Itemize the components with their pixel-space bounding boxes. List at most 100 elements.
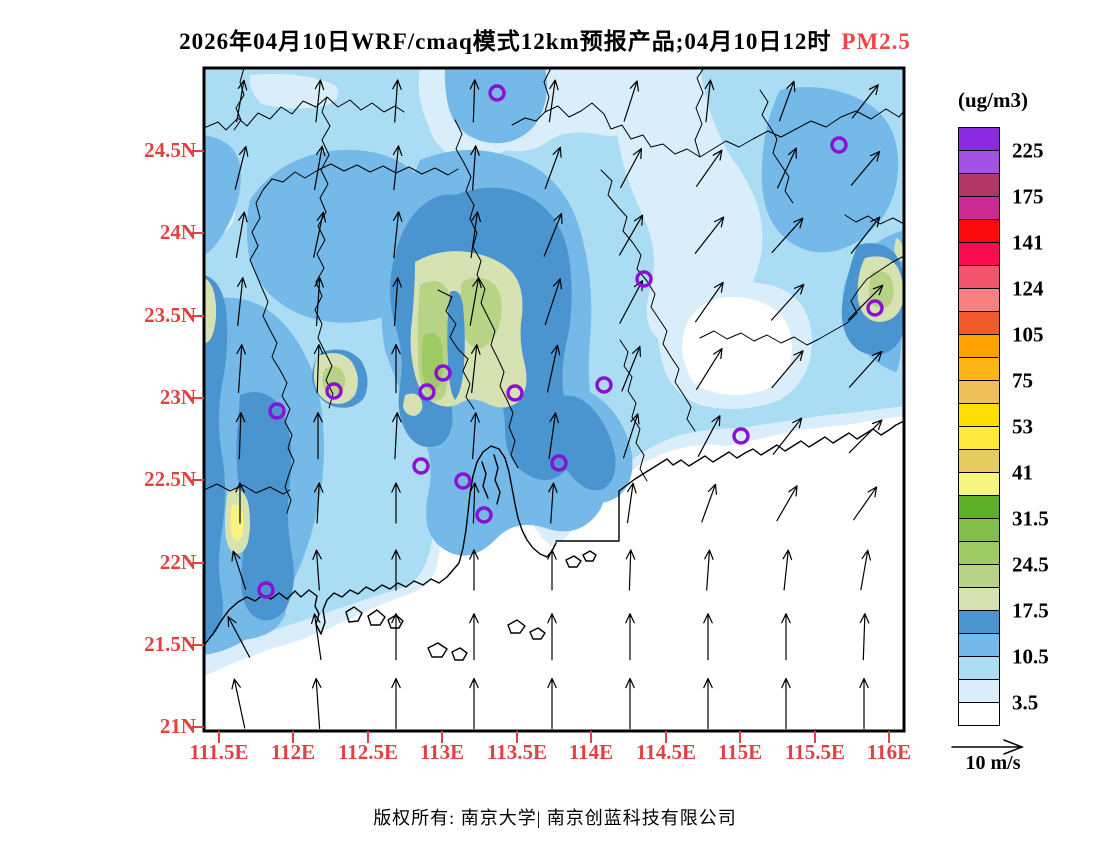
wind-vector	[781, 613, 791, 661]
y-axis-label: 24N	[159, 220, 196, 244]
wind-vector	[311, 613, 322, 661]
wind-vector	[314, 79, 325, 123]
y-axis-label: 22N	[159, 550, 196, 574]
legend-value: 24.5	[1012, 552, 1049, 577]
legend-value: 53	[1012, 414, 1033, 439]
wind-vector	[314, 145, 326, 191]
legend-box	[958, 357, 1000, 381]
wind-vector	[848, 284, 884, 320]
legend-box	[958, 472, 1000, 496]
station-marker	[830, 136, 848, 154]
wind-vector	[391, 677, 401, 730]
legend-box	[958, 587, 1000, 611]
y-axis-label: 24.5N	[144, 138, 196, 162]
legend-value: 175	[1012, 184, 1044, 209]
wind-vector	[860, 549, 871, 591]
wind-vector	[313, 412, 323, 460]
wind-vector	[314, 277, 324, 327]
coastline	[204, 420, 904, 661]
legend-units: (ug/m3)	[958, 88, 1028, 112]
x-axis-label: 115E	[717, 740, 763, 764]
wind-vector	[770, 283, 805, 321]
y-axis-label: 23.5N	[144, 303, 196, 327]
station-marker	[506, 384, 524, 402]
wind-vector	[701, 483, 717, 523]
legend-box	[958, 495, 1000, 519]
wind-vector	[781, 677, 791, 730]
wind-vector	[313, 344, 324, 394]
wind-vector	[312, 549, 322, 591]
x-axis-label: 115.5E	[784, 740, 846, 764]
wind-vector	[696, 348, 723, 390]
station-marker	[454, 472, 472, 490]
title-text: 2026年04月10日WRF/cmaq模式12km预报产品;04月10日12时	[179, 29, 832, 54]
wind-vector	[392, 277, 402, 327]
wind-vector	[469, 677, 479, 730]
x-axis-label: 111.5E	[189, 740, 249, 764]
station-marker	[488, 84, 506, 102]
legend-box	[958, 150, 1000, 174]
wind-vector	[619, 214, 644, 256]
wind-vector	[625, 677, 635, 730]
axis-ticks	[192, 150, 890, 743]
wind-vector	[391, 613, 401, 661]
wind-vector	[547, 549, 557, 591]
wind-vector	[470, 211, 481, 259]
wind-vector	[620, 148, 642, 189]
map-field	[204, 68, 904, 731]
pollutant-label: PM2.5	[841, 29, 911, 54]
station-marker	[325, 382, 343, 400]
wind-vector	[548, 482, 558, 524]
wind-vector	[548, 412, 559, 460]
legend-box	[958, 518, 1000, 542]
legend-box	[958, 334, 1000, 358]
wind-vector	[694, 216, 725, 254]
station-marker	[635, 270, 653, 288]
station-marker	[418, 383, 436, 401]
wind-vector	[547, 677, 557, 730]
wind-vector	[848, 419, 883, 454]
legend-box	[958, 702, 1000, 726]
station-marker	[257, 581, 275, 599]
wind-vector	[235, 412, 246, 460]
wind-vector	[695, 281, 724, 323]
hk-inset-box	[555, 490, 620, 542]
station-marker	[732, 427, 750, 445]
y-axis-label: 22.5N	[144, 467, 196, 491]
legend-box	[958, 265, 1000, 289]
wind-vector	[227, 616, 251, 658]
wind-vector	[623, 413, 640, 459]
legend-box	[958, 288, 1000, 312]
wind-vector	[853, 486, 878, 521]
legend-value: 41	[1012, 460, 1033, 485]
legend-box	[958, 541, 1000, 565]
station-marker	[595, 376, 613, 394]
wind-vector	[237, 277, 247, 327]
wind-vector	[469, 482, 480, 524]
station-markers	[257, 84, 884, 599]
wind-vector	[703, 677, 713, 730]
legend-value: 10.5	[1012, 644, 1049, 669]
wind-vector	[547, 613, 557, 661]
wind-vector	[236, 79, 248, 123]
legend-box	[958, 656, 1000, 680]
wind-vector	[235, 211, 248, 258]
legend-value: 141	[1012, 230, 1044, 255]
wind-vector	[772, 417, 803, 455]
wind-vector	[544, 146, 562, 190]
wind-vector	[848, 350, 883, 388]
station-marker	[866, 299, 884, 317]
page-title: 2026年04月10日WRF/cmaq模式12km预报产品;04月10日12时 P…	[0, 22, 1090, 56]
wind-vector	[625, 613, 635, 661]
legend-box	[958, 127, 1000, 151]
legend-value: 105	[1012, 322, 1044, 347]
color-legend	[958, 127, 1000, 726]
x-axis-label: 113.5E	[486, 740, 548, 764]
station-marker	[412, 457, 430, 475]
wind-vector	[625, 549, 636, 591]
wind-vector	[470, 412, 480, 460]
wind-vector	[392, 412, 402, 460]
legend-box	[958, 679, 1000, 703]
wind-vector	[697, 415, 721, 457]
